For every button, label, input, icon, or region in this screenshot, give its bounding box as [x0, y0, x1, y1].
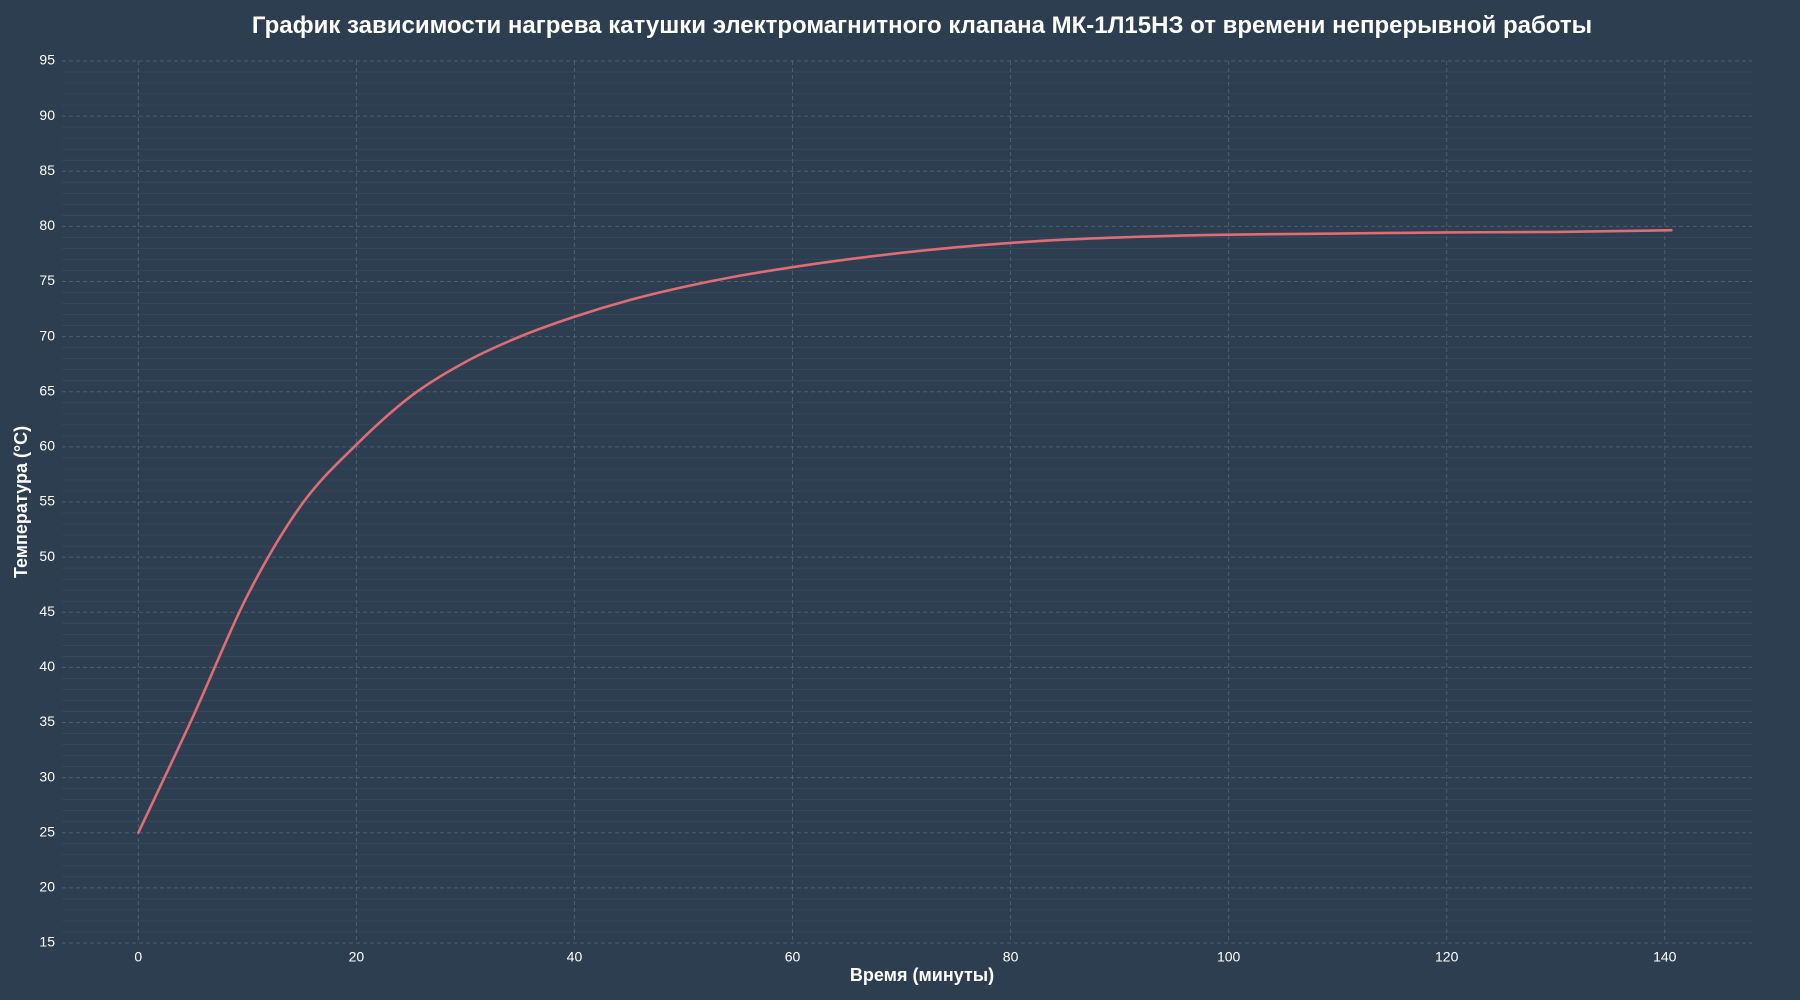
- y-tick-label: 60: [39, 438, 55, 454]
- x-tick-label: 120: [1435, 949, 1459, 965]
- y-tick-label: 30: [39, 768, 55, 784]
- x-tick-label: 80: [1003, 949, 1019, 965]
- y-tick-label: 75: [39, 272, 55, 288]
- y-axis-label: Температура (°C): [11, 426, 31, 578]
- y-tick-label: 35: [39, 713, 55, 729]
- y-tick-label: 50: [39, 548, 55, 564]
- x-tick-label: 140: [1653, 949, 1677, 965]
- x-tick-label: 100: [1217, 949, 1241, 965]
- x-axis-label: Время (минуты): [850, 965, 994, 985]
- y-tick-label: 40: [39, 658, 55, 674]
- x-tick-label: 20: [349, 949, 365, 965]
- chart-title: График зависимости нагрева катушки элект…: [252, 12, 1592, 39]
- y-tick-label: 20: [39, 879, 55, 895]
- x-axis-ticks: 0 20 40 60 80 100 120 140: [134, 949, 1676, 965]
- y-tick-label: 95: [39, 52, 55, 68]
- x-tick-label: 60: [785, 949, 801, 965]
- y-tick-label: 15: [39, 934, 55, 950]
- y-tick-label: 45: [39, 603, 55, 619]
- y-tick-label: 25: [39, 823, 55, 839]
- series-layer: [137, 228, 1673, 835]
- x-tick-label: 0: [134, 949, 142, 965]
- y-axis-ticks: 15 20 25 30 35 40 45 50 55 60 65 70 75 80 85 90 95: [39, 52, 55, 950]
- y-tick-label: 70: [39, 327, 55, 343]
- y-tick-label: 85: [39, 162, 55, 178]
- y-tick-label: 90: [39, 107, 55, 123]
- y-tick-label: 55: [39, 493, 55, 509]
- series-line-temperature: [137, 228, 1673, 835]
- x-tick-label: 40: [567, 949, 583, 965]
- y-tick-label: 65: [39, 382, 55, 398]
- grid: [62, 60, 1752, 944]
- y-tick-label: 80: [39, 217, 55, 233]
